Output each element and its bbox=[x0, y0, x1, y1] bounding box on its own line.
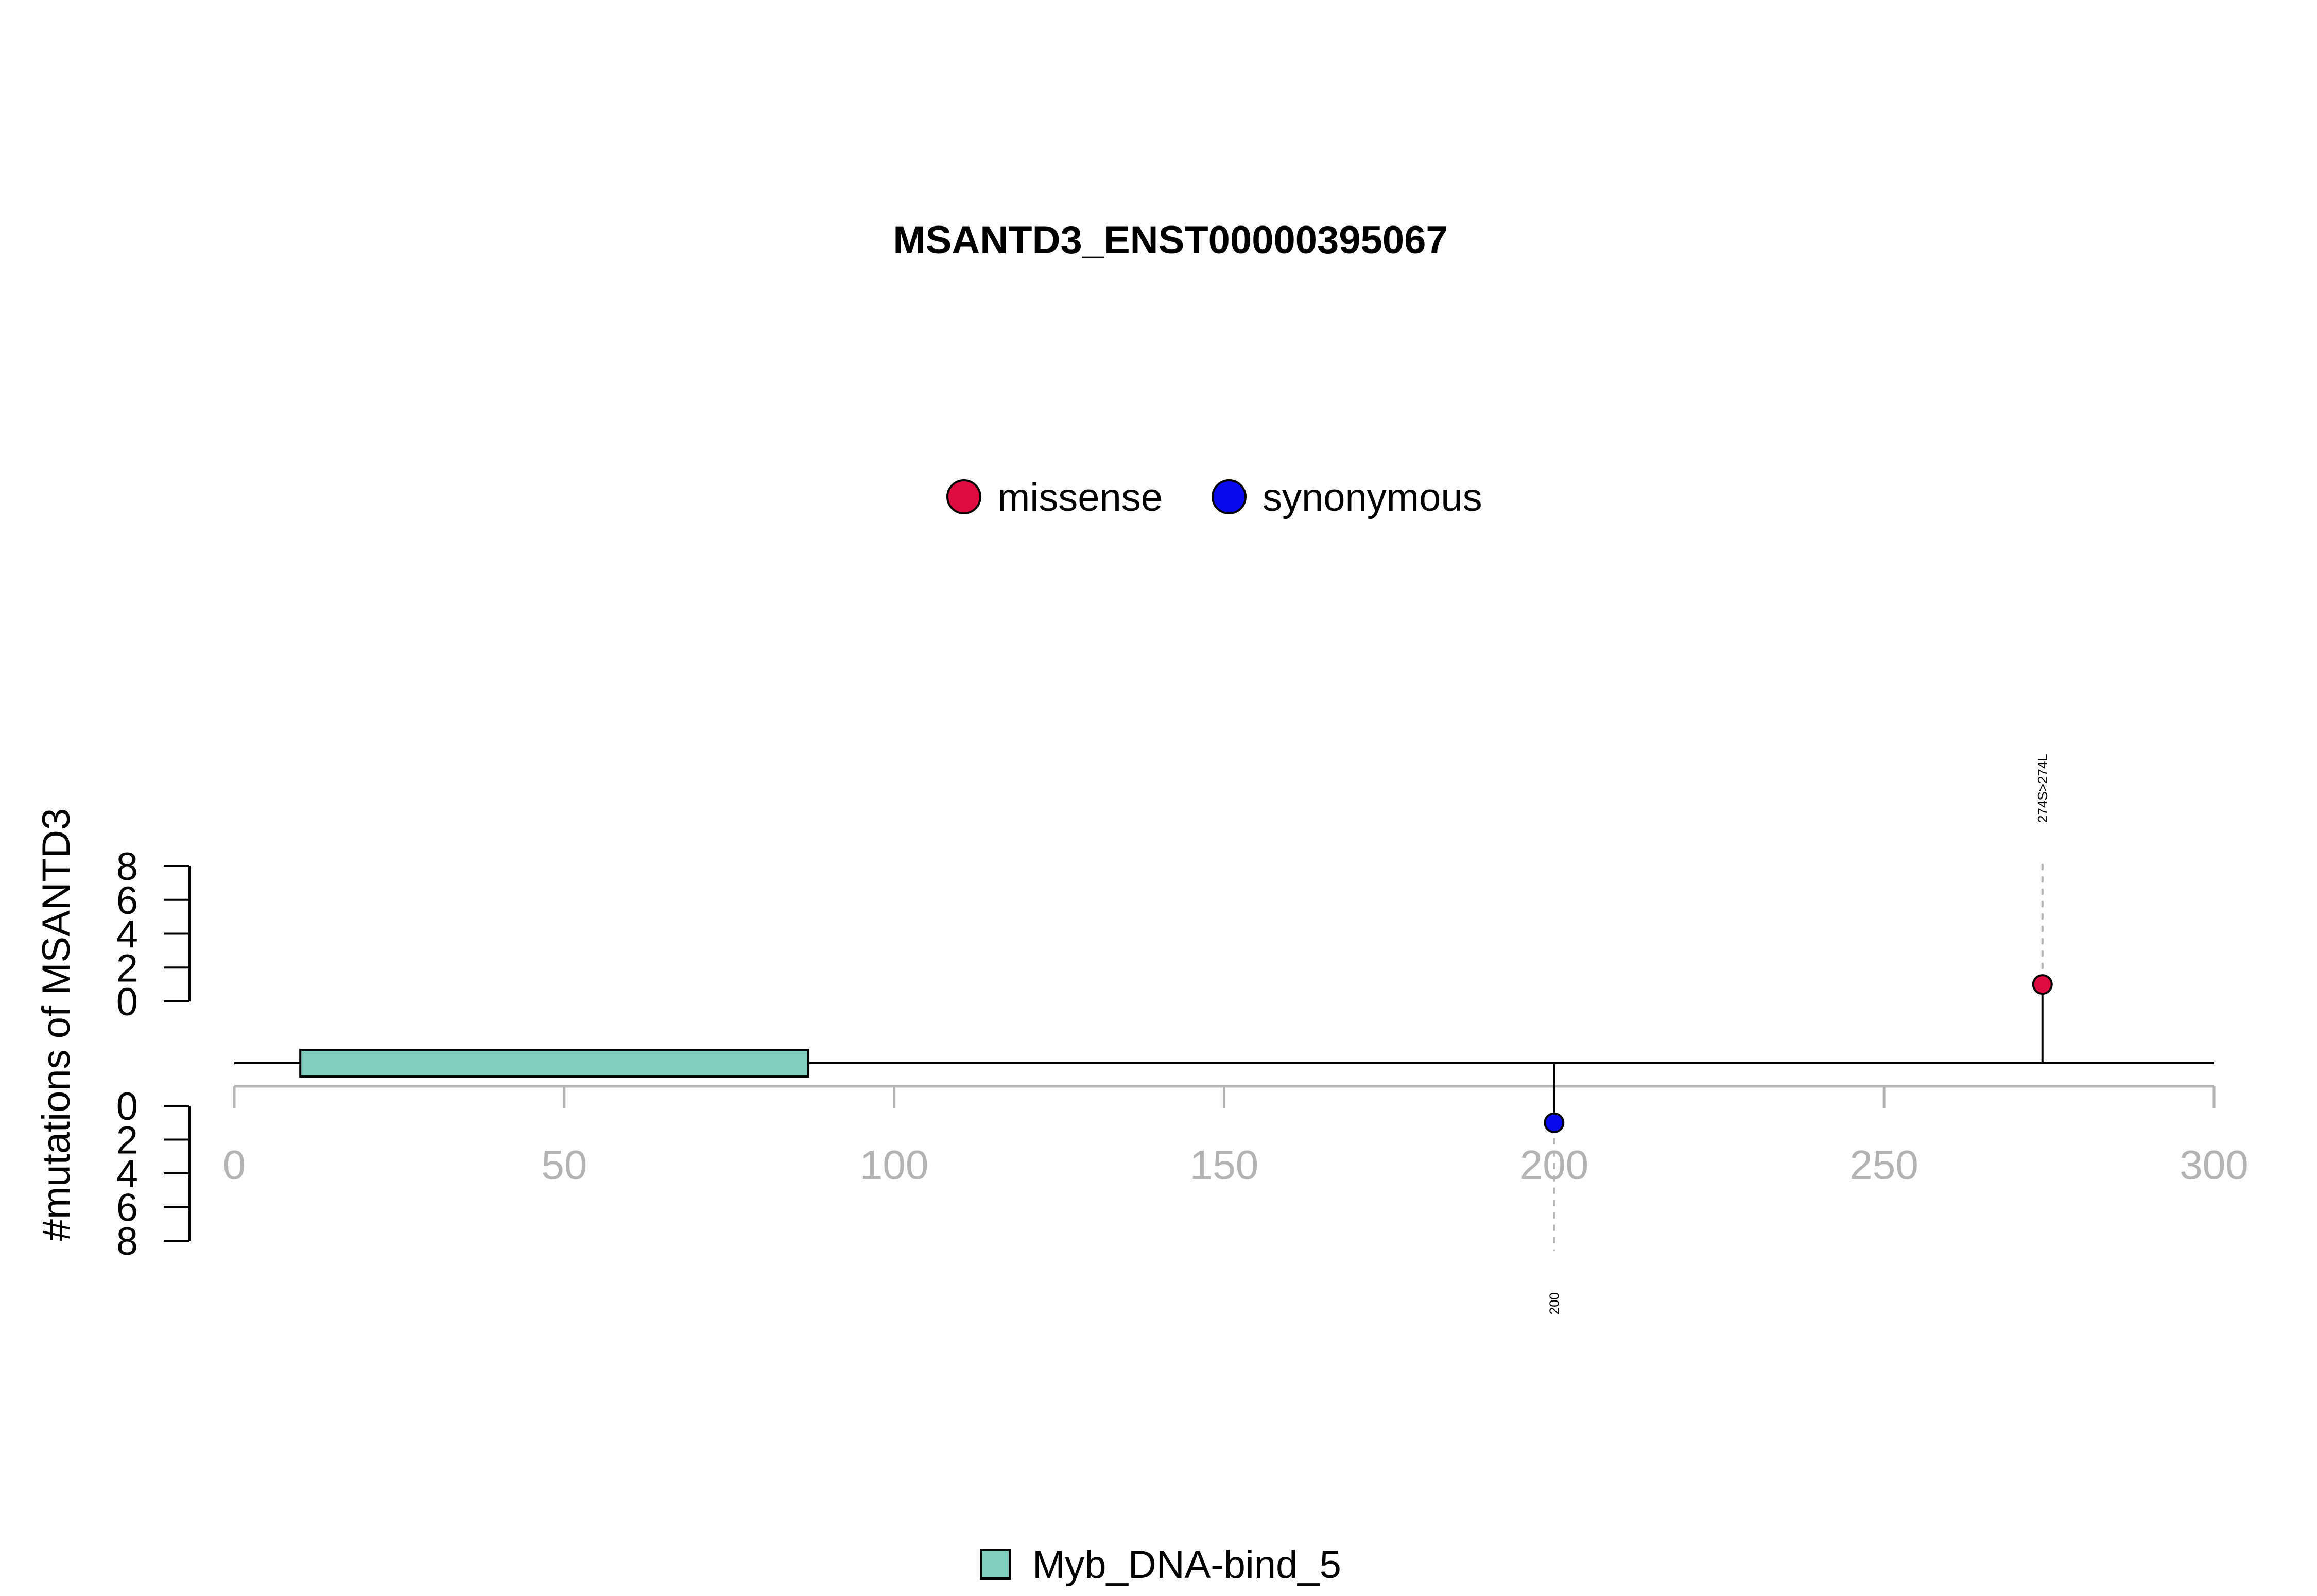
mutation-label-274: 274S>274L bbox=[2035, 754, 2050, 823]
x-tick-label-100: 100 bbox=[860, 1142, 928, 1188]
y-top-tick-label-2: 2 bbox=[116, 946, 138, 990]
y-bottom-tick-label-4: 4 bbox=[116, 1152, 138, 1196]
x-tick-label-250: 250 bbox=[1849, 1142, 1918, 1188]
chart-title: MSANTD3_ENST00000395067 bbox=[893, 218, 1447, 262]
mutation-label-200: 200 bbox=[1546, 1292, 1562, 1314]
mutation-point-274 bbox=[2032, 974, 2053, 995]
y-bottom-tick-label-2: 2 bbox=[116, 1119, 138, 1163]
legend-marker-synonymous bbox=[1212, 479, 1247, 514]
x-axis: 0 50 100 150 200 250 300 bbox=[223, 1085, 2249, 1188]
legend-swatch-Myb_DNA-bind_5 bbox=[980, 1549, 1011, 1580]
x-tick-label-300: 300 bbox=[2180, 1142, 2248, 1188]
y-axis-label: #mutations of MSANTD3 bbox=[34, 808, 78, 1241]
domain-Myb_DNA-bind_5 bbox=[299, 1049, 810, 1078]
legend-mutation-types: missense synonymous bbox=[946, 476, 1482, 519]
legend-marker-missense bbox=[946, 479, 981, 514]
mutation-layer: 274S>274L 200 bbox=[1544, 754, 2053, 1314]
y-bottom-tick-label-0: 0 bbox=[116, 1085, 138, 1129]
legend-label-synonymous: synonymous bbox=[1263, 476, 1482, 519]
legend-label-Myb_DNA-bind_5: Myb_DNA-bind_5 bbox=[1032, 1543, 1341, 1587]
legend-domains: Myb_DNA-bind_5 bbox=[980, 1543, 1341, 1587]
y-bottom-tick-label-8: 8 bbox=[116, 1220, 138, 1263]
x-tick-label-0: 0 bbox=[223, 1142, 246, 1188]
x-tick-label-50: 50 bbox=[541, 1142, 587, 1188]
y-bottom-tick-label-6: 6 bbox=[116, 1186, 138, 1230]
y-top-tick-label-6: 6 bbox=[116, 879, 138, 923]
x-tick-label-150: 150 bbox=[1190, 1142, 1258, 1188]
domain-layer bbox=[299, 1049, 810, 1078]
legend-label-missense: missense bbox=[997, 476, 1163, 519]
mutation-point-200 bbox=[1544, 1112, 1565, 1133]
y-top-tick-label-8: 8 bbox=[116, 845, 138, 889]
y-top-tick-label-4: 4 bbox=[116, 913, 138, 957]
y-top-tick-label-0: 0 bbox=[116, 980, 138, 1024]
